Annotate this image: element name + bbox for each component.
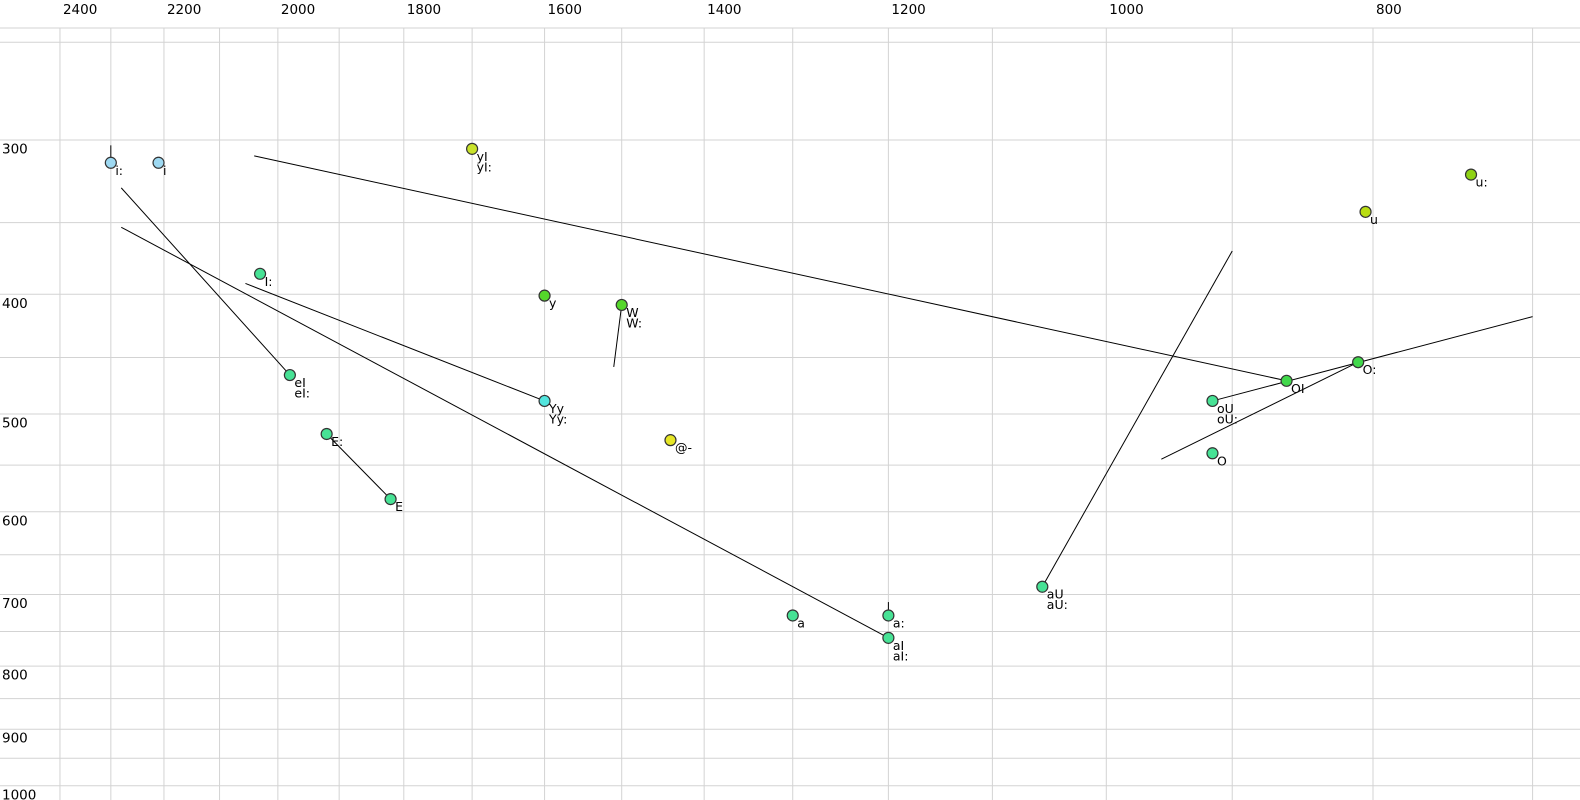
data-point-i (152, 156, 165, 169)
point-label-oU: oU (1217, 401, 1234, 416)
y-axis-tick-label-500: 500 (2, 415, 28, 431)
trajectory-aU (1041, 250, 1233, 587)
trajectory-E (326, 433, 391, 500)
data-point-u: (1464, 168, 1478, 181)
data-point-u (1359, 205, 1372, 218)
y-axis-tick-label-700: 700 (2, 596, 28, 612)
y-axis-tick-label-800: 800 (2, 668, 28, 684)
y-axis-tick-label-600: 600 (2, 513, 28, 529)
point-label-OI: OI (1291, 381, 1305, 396)
data-point-y (538, 289, 551, 302)
y-axis-tick-label-400: 400 (2, 296, 28, 312)
x-axis-tick-label-1400: 1400 (707, 2, 741, 18)
data-point-yI (466, 142, 479, 155)
point-label-oU:: oU: (1217, 411, 1238, 426)
x-axis-tick-label-1800: 1800 (407, 2, 441, 18)
trajectory-to-Ol (1161, 361, 1359, 460)
data-point-aI (882, 631, 895, 644)
point-label-W: W (626, 305, 638, 320)
point-label-@-: @- (675, 440, 692, 455)
point-label-i:: i: (115, 163, 123, 178)
point-label-eI: eI (294, 375, 305, 390)
y-axis-tick-label-1000: 1000 (2, 787, 36, 800)
point-label-a:: a: (893, 615, 905, 630)
trajectory-to-aI (121, 226, 889, 639)
trajectory-to-eI (120, 187, 291, 376)
point-label-O: O (1217, 453, 1227, 468)
point-label-yI: yI (477, 149, 488, 164)
data-point-I: (253, 267, 267, 280)
point-label-O:: O: (1363, 362, 1377, 377)
point-label-aU:: aU: (1047, 597, 1068, 612)
data-point-aU (1036, 580, 1049, 593)
point-label-aI:: aI: (893, 648, 909, 663)
x-axis-tick-label-2000: 2000 (281, 2, 315, 18)
data-point-O (1206, 447, 1219, 460)
point-label-a: a (797, 615, 805, 630)
point-label-E: E (395, 499, 403, 514)
point-label-aU: aU (1047, 587, 1064, 602)
data-point-E: (320, 427, 333, 441)
x-axis-tick-label-1000: 1000 (1109, 2, 1143, 18)
y-axis-tick-label-300: 300 (2, 142, 28, 158)
data-point-E (384, 493, 397, 506)
data-point-@- (664, 434, 677, 447)
x-axis-tick-label-1200: 1200 (891, 2, 925, 18)
trajectory-to-W (613, 304, 623, 367)
trajectory-oU (1212, 316, 1533, 402)
data-point-eI (283, 368, 296, 382)
point-label-i: i (163, 163, 166, 178)
trajectory-to-Yy (245, 282, 545, 402)
x-axis-tick-label-2400: 2400 (63, 2, 97, 18)
data-point-Yy (538, 394, 551, 408)
point-label-aI: aI (893, 638, 904, 653)
y-axis-tick-label-900: 900 (2, 731, 28, 747)
data-point-a (786, 609, 799, 622)
data-point-OI (1280, 374, 1293, 387)
data-point-W (615, 298, 628, 312)
point-label-W:: W: (626, 315, 642, 330)
data-point-oU (1206, 394, 1219, 408)
point-label-y: y (549, 296, 557, 311)
data-point-O: (1352, 356, 1365, 369)
data-point-a: (882, 609, 895, 622)
trajectory-to-OI (254, 155, 1287, 382)
x-axis-tick-label-2200: 2200 (167, 2, 201, 18)
point-label-yI:: yI: (477, 159, 492, 174)
data-point-i: (104, 156, 117, 169)
x-axis-tick-label-1600: 1600 (548, 2, 582, 18)
point-label-I:: I: (265, 274, 273, 289)
point-label-eI:: eI: (294, 386, 310, 401)
point-label-u:: u: (1476, 175, 1488, 190)
point-label-u: u (1370, 212, 1378, 227)
point-label-Yy:: Yy: (548, 411, 567, 426)
point-label-E:: E: (331, 434, 343, 449)
x-axis-tick-label-800: 800 (1376, 2, 1402, 18)
point-label-Yy: Yy (548, 401, 565, 416)
